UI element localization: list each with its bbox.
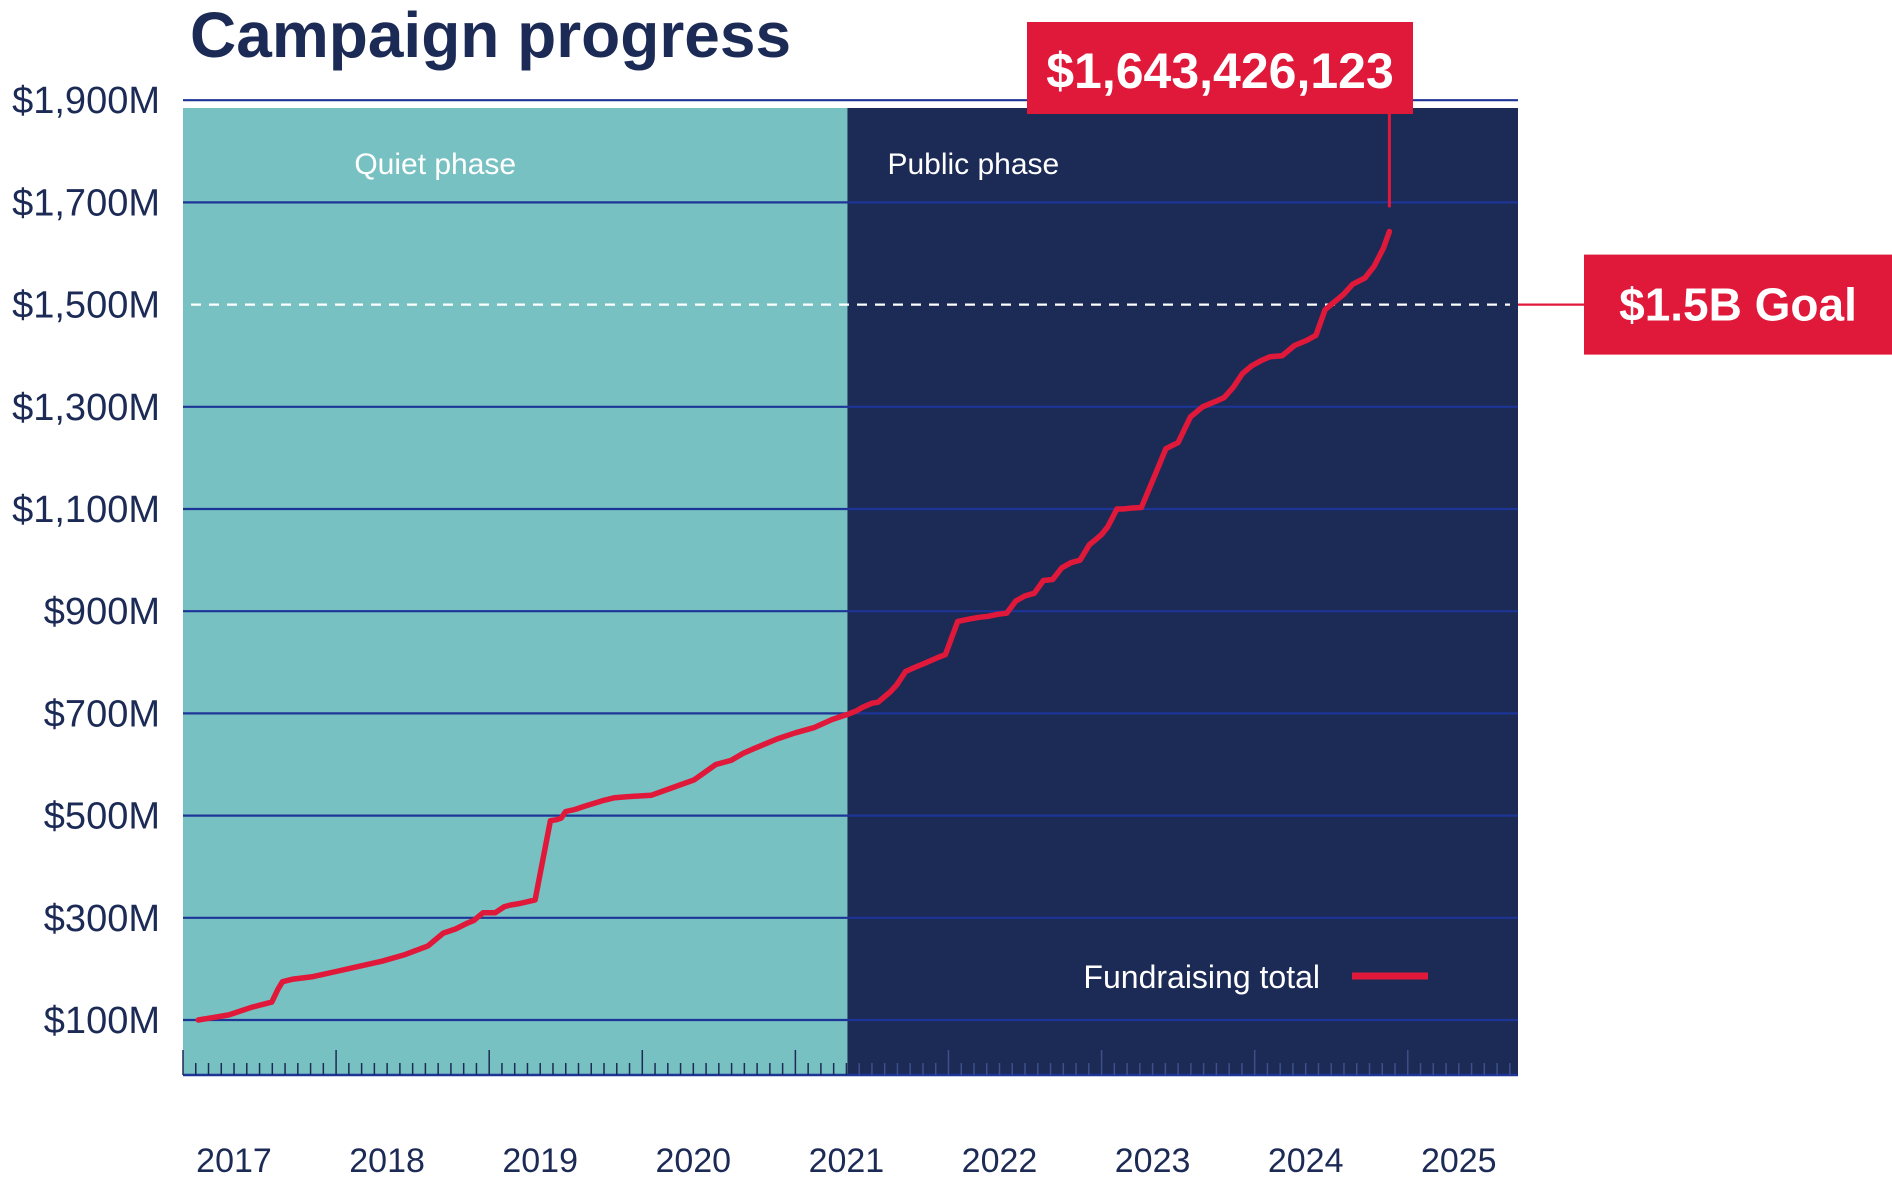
goal-label: $1.5B Goal xyxy=(1619,279,1857,331)
phase-label-0: Quiet phase xyxy=(354,148,516,181)
series-line-0 xyxy=(195,228,1393,1023)
grid-lines xyxy=(183,99,1518,1022)
series-lines xyxy=(195,228,1393,1023)
x-tick-label-1: 2018 xyxy=(349,1142,425,1180)
legend-label-0: Fundraising total xyxy=(1083,959,1320,995)
y-axis-tick-labels: $100M $300M $500M $700M $900M $1,100M $1,300M $… xyxy=(12,80,160,1042)
phase-label-1: Public phase xyxy=(887,148,1059,181)
phase-background-0 xyxy=(183,108,848,1075)
final-callout-group: $1,643,426,123 xyxy=(1027,22,1413,208)
final-callout-box xyxy=(1027,22,1413,114)
x-tick-label-8: 2025 xyxy=(1421,1142,1497,1180)
y-tick-label-6: $1,300M xyxy=(12,387,160,429)
x-tick-label-2: 2019 xyxy=(502,1142,578,1180)
x-tick-label-0: 2017 xyxy=(196,1142,272,1180)
phase-background-1 xyxy=(847,108,1518,1075)
x-tick-label-7: 2024 xyxy=(1268,1142,1344,1180)
goal-label-box xyxy=(1584,254,1892,355)
y-tick-label-7: $1,500M xyxy=(12,285,160,327)
x-axis: 2017 2018 2019 2020 2021 2022 2023 2024 2025 xyxy=(182,1050,1518,1180)
y-tick-label-2: $500M xyxy=(44,796,160,838)
goal-line-group: $1.5B Goal xyxy=(191,254,1892,355)
x-tick-label-5: 2022 xyxy=(962,1142,1038,1180)
legend: Fundraising total xyxy=(1083,959,1428,995)
y-tick-label-3: $700M xyxy=(44,693,160,735)
x-tick-label-3: 2020 xyxy=(655,1142,731,1180)
y-tick-label-5: $1,100M xyxy=(12,489,160,531)
final-callout-label: $1,643,426,123 xyxy=(1046,43,1394,99)
y-tick-label-1: $300M xyxy=(44,898,160,940)
x-tick-label-6: 2023 xyxy=(1115,1142,1191,1180)
y-tick-label-9: $1,900M xyxy=(12,80,160,122)
y-tick-label-4: $900M xyxy=(44,591,160,633)
chart-title: Campaign progress xyxy=(190,0,791,71)
y-tick-label-0: $100M xyxy=(44,1000,160,1042)
phase-backgrounds: Quiet phase Public phase xyxy=(183,108,1518,1075)
y-tick-label-8: $1,700M xyxy=(12,182,160,224)
x-tick-label-4: 2021 xyxy=(809,1142,885,1180)
